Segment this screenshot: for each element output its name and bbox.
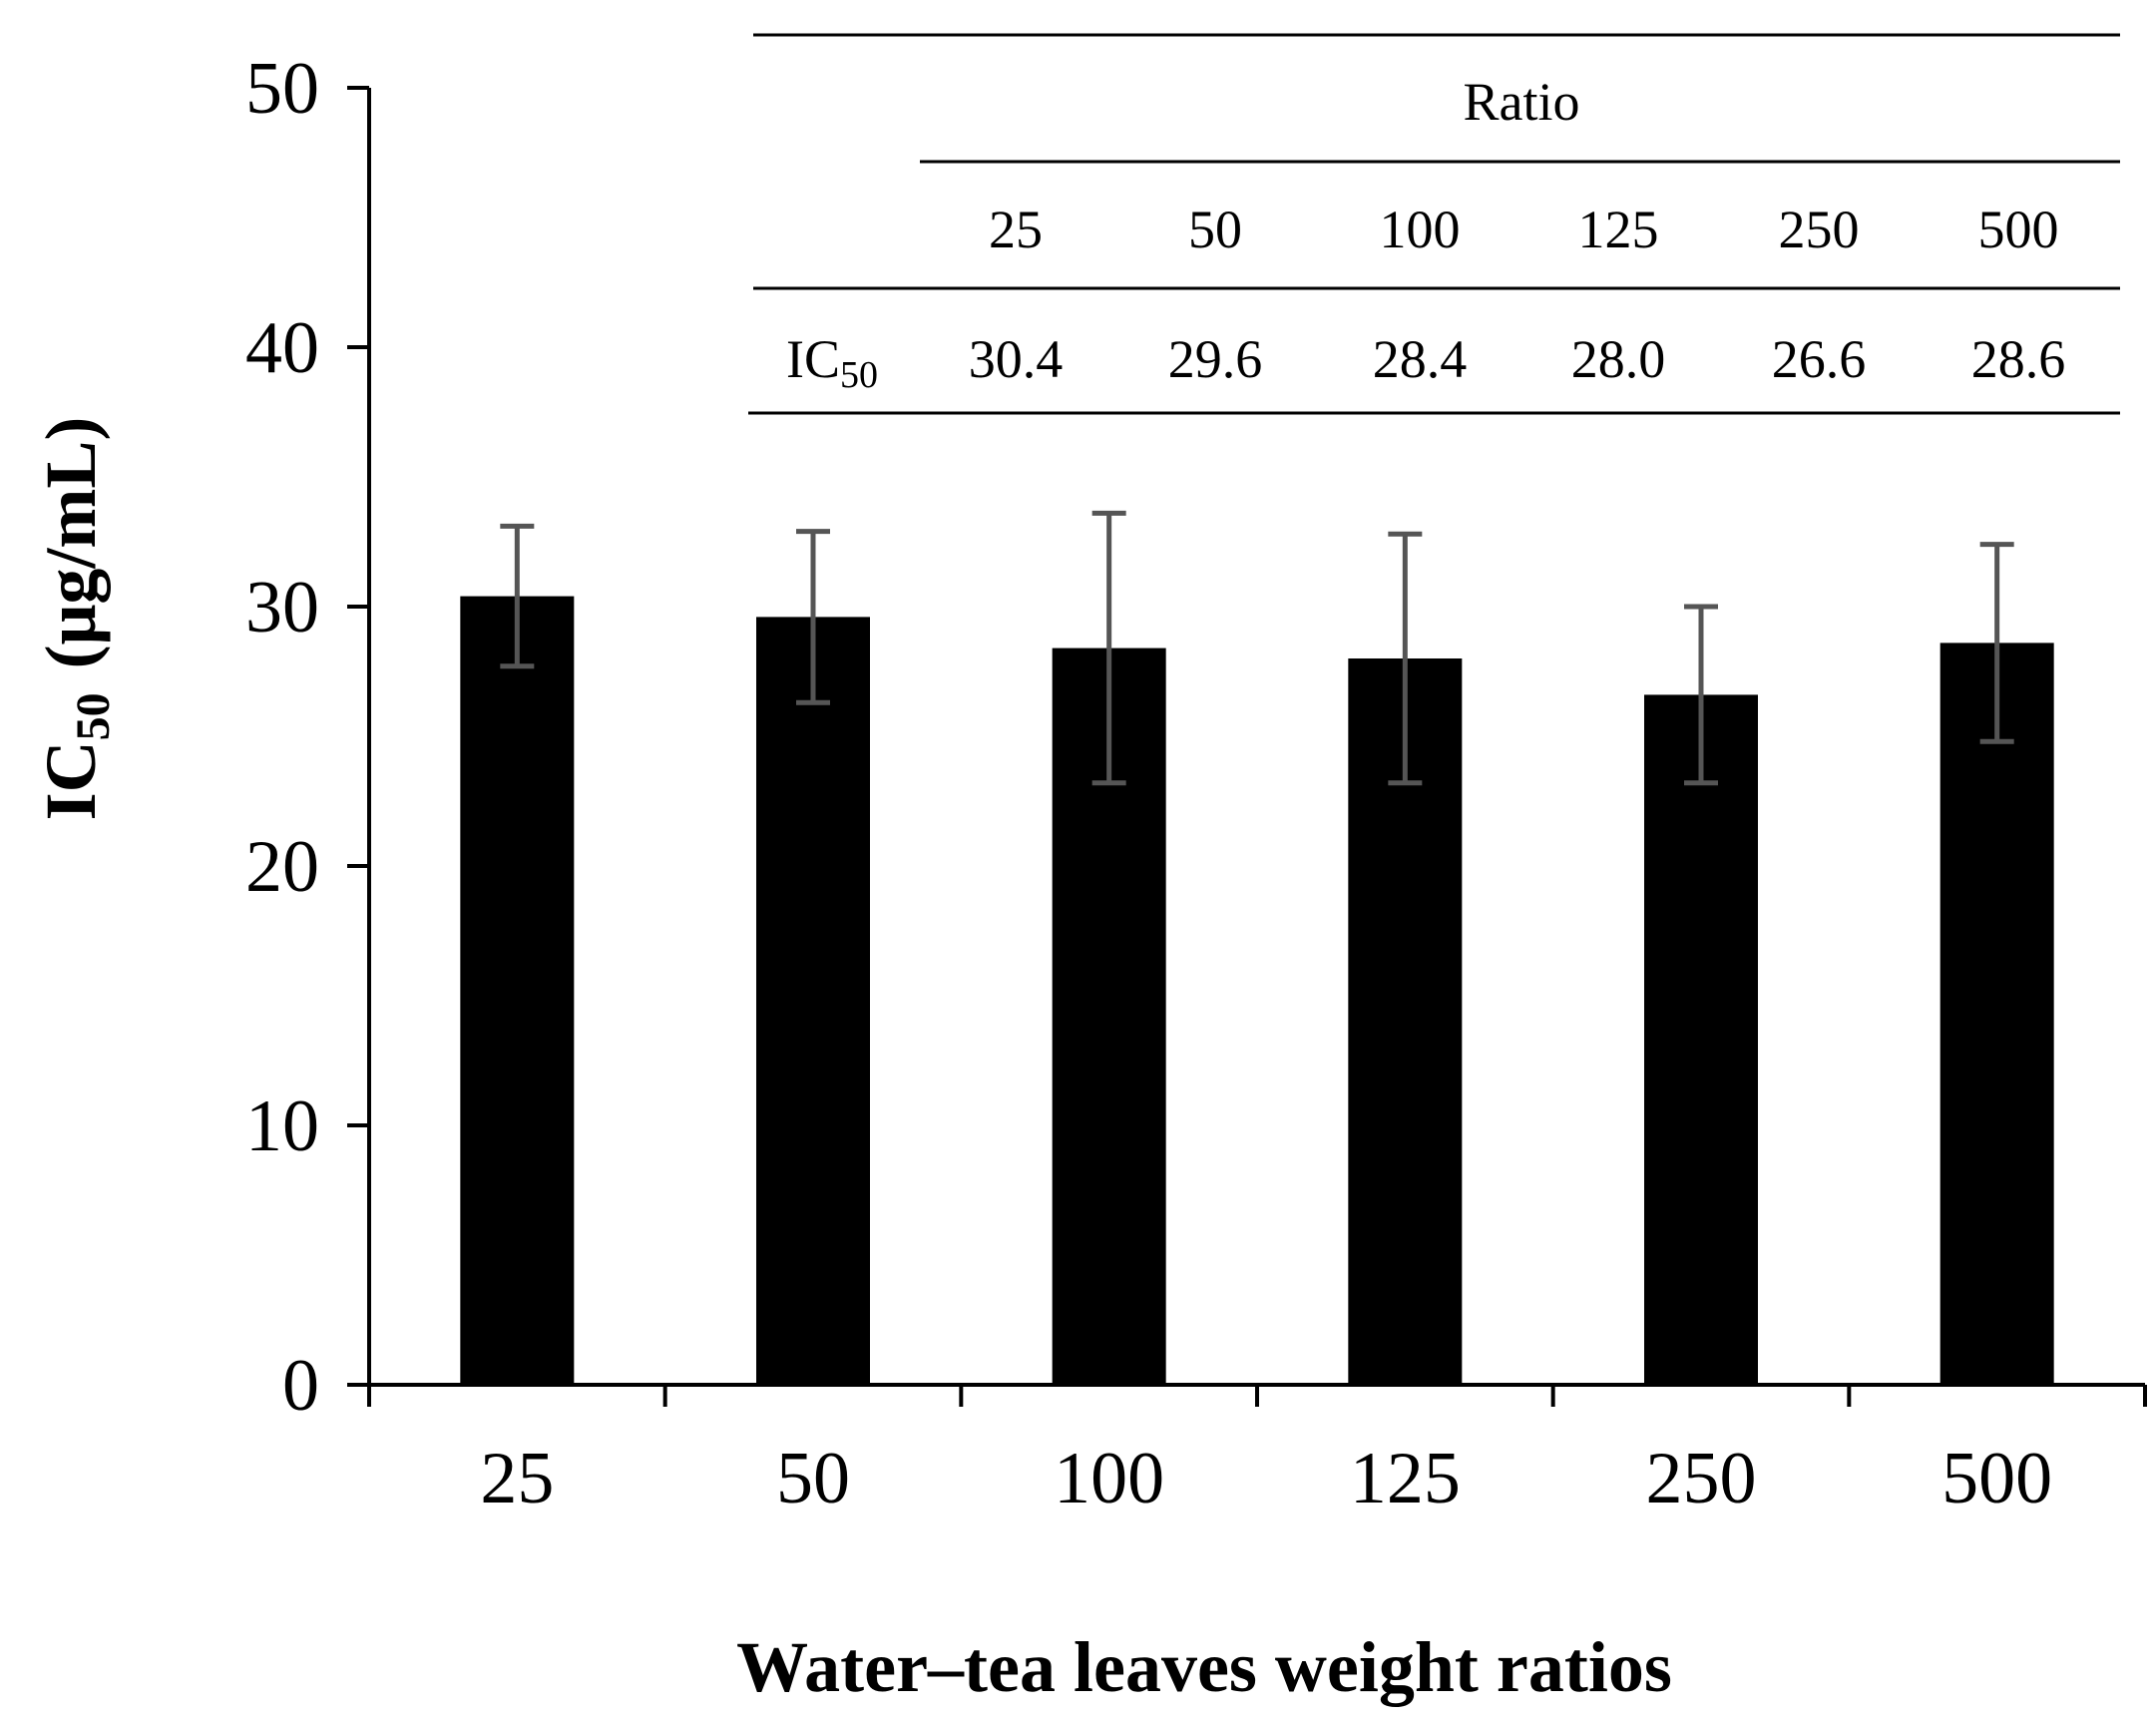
table-header-ratio: Ratio xyxy=(1464,72,1580,132)
axes xyxy=(367,88,2145,1387)
table-row-label-main: IC xyxy=(786,329,840,389)
table-value-500: 28.6 xyxy=(1971,329,2066,389)
table-row-label: IC50 xyxy=(786,329,878,396)
table-value-100: 28.4 xyxy=(1373,329,1468,389)
bars xyxy=(460,596,2054,1385)
y-tick-label-30: 30 xyxy=(245,567,319,648)
x-tick-label-125: 125 xyxy=(1350,1438,1461,1519)
y-tick-label-40: 40 xyxy=(245,307,319,389)
table-value-125: 28.0 xyxy=(1571,329,1666,389)
y-tick-label-20: 20 xyxy=(245,826,319,908)
bar-25 xyxy=(460,596,575,1385)
table-column-125: 125 xyxy=(1578,200,1659,259)
y-tick-label-0: 0 xyxy=(282,1345,319,1427)
table-column-25: 25 xyxy=(989,200,1043,259)
x-tick-label-250: 250 xyxy=(1646,1438,1757,1519)
y-tick-label-10: 10 xyxy=(245,1085,319,1167)
table-column-100: 100 xyxy=(1380,200,1461,259)
bar-250 xyxy=(1644,694,1758,1385)
table-value-250: 26.6 xyxy=(1772,329,1867,389)
y-axis-title-unit: (μg/mL) xyxy=(31,417,111,669)
bar-50 xyxy=(756,617,870,1385)
table-value-25: 30.4 xyxy=(969,329,1064,389)
x-tick-label-25: 25 xyxy=(480,1438,554,1519)
x-axis-title: Water–tea leaves weight ratios xyxy=(736,1627,1672,1707)
x-tick-label-100: 100 xyxy=(1054,1438,1164,1519)
inset-table: Ratio 25 50 100 125 250 500 IC50 30.4 29.6 28.4… xyxy=(748,33,2120,415)
error-bars xyxy=(500,510,2014,786)
y-axis-title-main: IC xyxy=(31,740,111,820)
x-tick-label-500: 500 xyxy=(1941,1438,2052,1519)
y-axis-title-subscript: 50 xyxy=(67,692,120,740)
y-axis-title: IC50 (μg/mL) xyxy=(31,417,120,821)
table-row-label-subscript: 50 xyxy=(840,354,878,396)
axis-ticks: 25 50 100 125 250 500 0 10 20 30 40 50 xyxy=(245,48,2147,1519)
y-tick-label-50: 50 xyxy=(245,48,319,130)
table-column-50: 50 xyxy=(1188,200,1242,259)
table-column-labels: 25 50 100 125 250 500 xyxy=(989,200,2059,259)
table-column-500: 500 xyxy=(1978,200,2059,259)
table-column-250: 250 xyxy=(1779,200,1860,259)
bar-500 xyxy=(1940,643,2054,1385)
table-values: 30.4 29.6 28.4 28.0 26.6 28.6 xyxy=(969,329,2066,389)
x-tick-label-50: 50 xyxy=(776,1438,850,1519)
table-value-50: 29.6 xyxy=(1168,329,1263,389)
